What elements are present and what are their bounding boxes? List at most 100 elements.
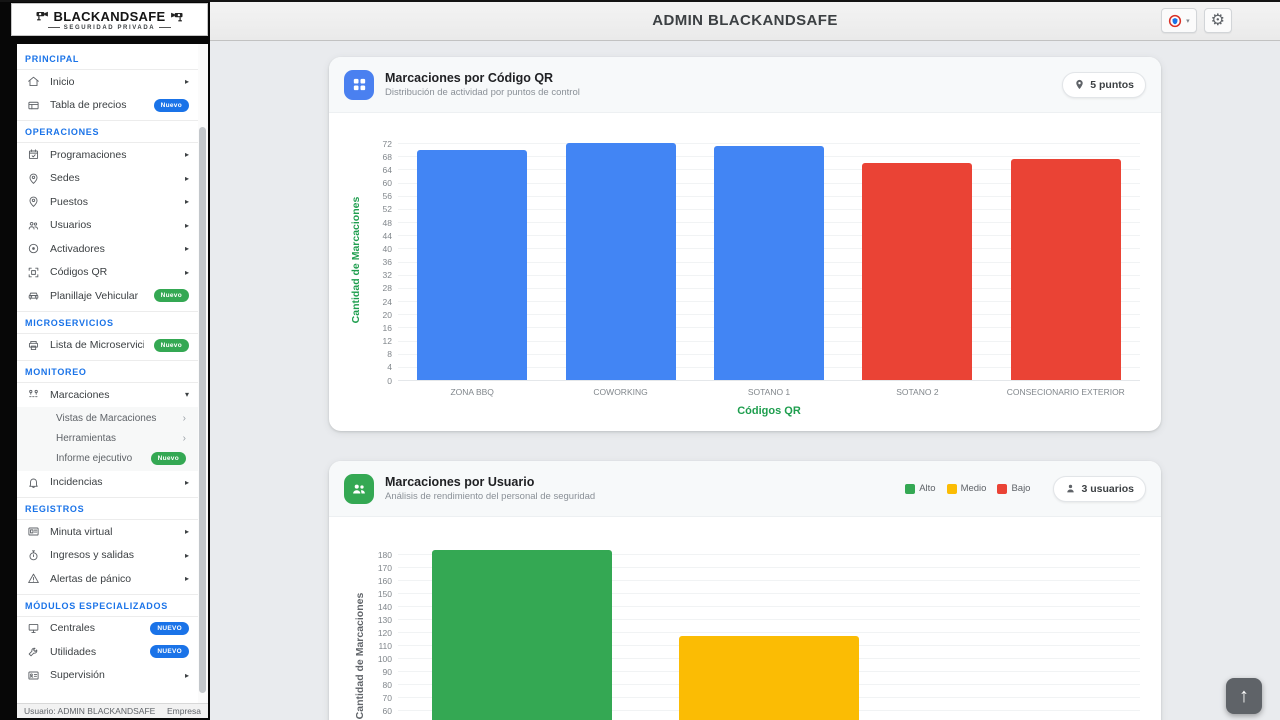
bell-icon: [26, 475, 40, 489]
legend-label: Alto: [919, 483, 936, 494]
scroll-to-top-button[interactable]: ↑: [1226, 678, 1262, 714]
sidebar-item-marcaciones[interactable]: Marcaciones ▾: [17, 383, 198, 407]
settings-button[interactable]: ⚙: [1203, 8, 1232, 33]
profile-dropdown-button[interactable]: ▾: [1161, 8, 1197, 33]
y-axis-tick: 52: [382, 204, 392, 215]
y-axis-tick: 4: [387, 362, 392, 373]
chevron-right-icon: ▸: [184, 477, 189, 487]
cctv-camera-icon: [169, 10, 184, 22]
sidebar-item-label: Puestos: [50, 195, 88, 208]
bar-sotano-2: [862, 162, 973, 380]
y-axis-tick: 60: [382, 178, 392, 188]
legend-item-bajo[interactable]: Bajo: [997, 483, 1030, 494]
y-axis-tick: 130: [377, 614, 392, 625]
card-title: Marcaciones por Usuario: [385, 475, 535, 489]
new-badge: NUEVO: [150, 645, 189, 659]
users-count-label: 3 usuarios: [1081, 482, 1134, 495]
gridline: [398, 554, 1140, 555]
sidebar-item-label: Utilidades: [50, 645, 97, 658]
chevron-right-icon: ▸: [184, 244, 189, 254]
sidebar-item-lista-de-microservicios[interactable]: Lista de Microservicios Nuevo: [17, 334, 198, 358]
bar-coworking: [565, 143, 676, 380]
sidebar-item-centrales[interactable]: Centrales NUEVO: [17, 617, 198, 641]
gridline: [398, 380, 1140, 381]
legend-item-medio[interactable]: Medio: [946, 483, 986, 494]
chevron-right-icon: ▸: [184, 197, 189, 207]
y-axis-tick: 120: [377, 627, 392, 638]
sidebar-item-activadores[interactable]: Activadores ▸: [17, 237, 198, 261]
chevron-right-icon: ▸: [184, 550, 189, 560]
sidebar-item-puestos[interactable]: Puestos ▸: [17, 190, 198, 214]
card-header: Marcaciones por Usuario Análisis de rend…: [329, 461, 1161, 517]
x-axis-label: CONSECIONARIO EXTERIOR: [1006, 387, 1125, 397]
card-icon: [26, 525, 40, 539]
sidebar-subitem-vistas-de-marcaciones[interactable]: Vistas de Marcaciones ›: [17, 409, 198, 429]
submenu-marcaciones: Vistas de Marcaciones › Herramientas › Infor…: [17, 406, 198, 471]
x-axis-label: SOTANO 2: [896, 387, 939, 397]
y-axis-tick: 170: [377, 562, 392, 573]
y-axis-tick: 100: [377, 653, 392, 664]
bar-sotano-1: [714, 146, 824, 380]
sidebar-subitem-informe-ejecutivo[interactable]: Informe ejecutivo Nuevo: [17, 449, 198, 469]
sidebar-item-usuarios[interactable]: Usuarios ▸: [17, 214, 198, 238]
y-axis-tick: 70: [382, 692, 392, 703]
y-axis-tick: 24: [382, 296, 392, 307]
chevron-right-icon: ▸: [184, 267, 189, 277]
y-axis-tick: 44: [382, 230, 392, 241]
y-axis-tick: 90: [382, 666, 392, 677]
y-axis-tick: 180: [377, 549, 392, 560]
y-axis-tick: 110: [378, 640, 392, 651]
sidebar-scrollbar-thumb[interactable]: [199, 127, 206, 693]
chevron-right-icon: ▸: [184, 527, 189, 537]
calendar-icon: [26, 148, 40, 162]
sidebar-item-label: Incidencias: [50, 476, 103, 489]
chevron-right-icon: ▸: [184, 150, 189, 160]
card-header: Marcaciones por Código QR Distribución d…: [329, 57, 1161, 113]
sidebar-item-inicio[interactable]: Inicio ▸: [17, 70, 198, 94]
new-badge: Nuevo: [150, 452, 186, 465]
gridline: [398, 567, 1140, 568]
sidebar-item-tabla-de-precios[interactable]: Tabla de precios Nuevo: [17, 94, 198, 118]
sidebar-item-label: Tabla de precios: [50, 99, 127, 112]
wrench-icon: [26, 645, 40, 659]
users-bar-chart: 180 170 160 150 140 130 120 110 100 90 80 70 60 Canti…: [329, 517, 1161, 720]
sidebar-item-planillaje-vehicular[interactable]: Planillaje Vehicular Nuevo: [17, 284, 198, 308]
services-icon: [26, 338, 40, 352]
qr-grid-icon: [344, 69, 374, 100]
sidebar-item-minuta-virtual[interactable]: Minuta virtual ▸: [17, 520, 198, 544]
sidebar-section-registros: REGISTROS: [17, 497, 198, 520]
sidebar-item-utilidades[interactable]: Utilidades NUEVO: [17, 640, 198, 664]
legend-swatch: [946, 483, 957, 494]
legend-item-alto[interactable]: Alto: [905, 483, 936, 494]
x-axis-title: Códigos QR: [737, 405, 801, 417]
sidebar-item-supervision[interactable]: Supervisión ▸: [17, 664, 198, 688]
sidebar-item-sedes[interactable]: Sedes ▸: [17, 167, 198, 191]
gridline: [398, 606, 1140, 607]
chevron-right-icon: ▸: [184, 173, 189, 183]
new-badge: Nuevo: [153, 98, 189, 112]
sidebar-subitem-herramientas[interactable]: Herramientas ›: [17, 429, 198, 449]
tagline-rule: [159, 27, 172, 28]
gear-icon: ⚙: [1210, 11, 1225, 29]
sidebar-item-incidencias[interactable]: Incidencias ▸: [17, 471, 198, 495]
idcard-icon: [26, 668, 40, 682]
sidebar-item-label: Activadores: [50, 242, 105, 255]
sidebar-subitem-label: Vistas de Marcaciones: [56, 413, 157, 424]
footer-user: Usuario: ADMIN BLACKANDSAFE: [24, 706, 156, 716]
activator-icon: [26, 242, 40, 256]
chevron-down-icon: ▾: [1186, 17, 1190, 25]
sidebar-item-alertas-de-panico[interactable]: Alertas de pánico ▸: [17, 567, 198, 591]
card-subtitle: Análisis de rendimiento del personal de …: [385, 491, 596, 502]
sidebar-item-codigos-qr[interactable]: Códigos QR ▸: [17, 261, 198, 285]
sidebar-item-ingresos-y-salidas[interactable]: Ingresos y salidas ▸: [17, 544, 198, 568]
sidebar-item-label: Ingresos y salidas: [50, 549, 135, 562]
legend-label: Bajo: [1011, 483, 1031, 494]
y-axis-tick: 16: [382, 322, 392, 333]
users-count-chip: 3 usuarios: [1053, 475, 1146, 502]
new-badge: Nuevo: [153, 338, 189, 352]
new-badge: NUEVO: [150, 621, 189, 635]
sidebar-item-programaciones[interactable]: Programaciones ▸: [17, 143, 198, 167]
car-icon: [26, 289, 40, 303]
chevron-right-icon: ▸: [184, 77, 189, 87]
up-arrow-icon: ↑: [1239, 684, 1249, 707]
